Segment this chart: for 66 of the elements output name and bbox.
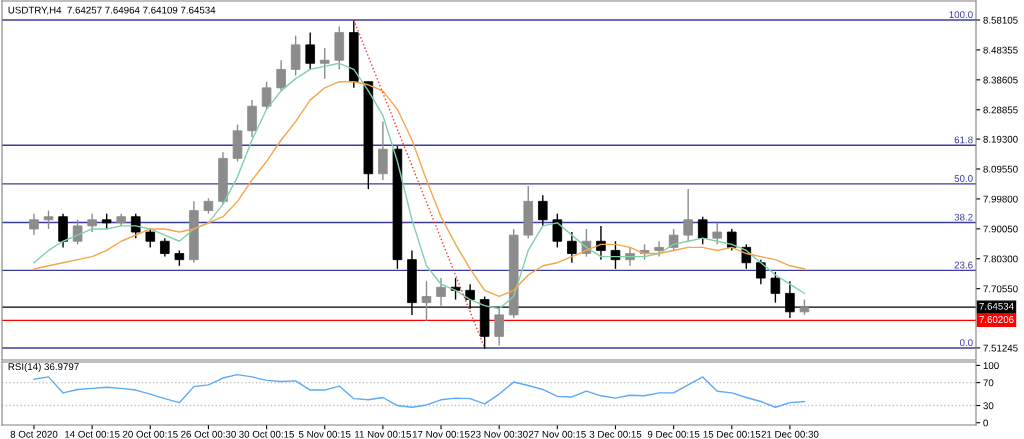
candlestick bbox=[567, 231, 577, 264]
annotation: 38.2 bbox=[954, 213, 973, 221]
x-tick-label: 14 Oct 00:15 bbox=[65, 430, 120, 438]
x-tick-label: 17 Nov 00:15 bbox=[412, 430, 470, 438]
y-tick-label: 8.09550 bbox=[983, 165, 1018, 173]
candlestick bbox=[770, 271, 781, 304]
y-tick-label: 7.90050 bbox=[983, 225, 1018, 233]
candlestick bbox=[712, 222, 723, 246]
candlestick bbox=[87, 212, 97, 233]
annotation: 0.0 bbox=[959, 339, 973, 347]
candlestick bbox=[72, 219, 83, 246]
annotation: 50.0 bbox=[954, 175, 973, 182]
x-tick-label: 8 Oct 2020 bbox=[10, 430, 58, 438]
candlestick bbox=[319, 47, 330, 80]
candlestick bbox=[145, 228, 156, 249]
y-tick-label: 8.48355 bbox=[983, 46, 1018, 54]
candlestick bbox=[683, 188, 693, 242]
candlestick bbox=[538, 194, 548, 227]
y-tick-label: 8.19300 bbox=[983, 135, 1018, 143]
x-tick-label: 26 Oct 00:30 bbox=[181, 430, 236, 438]
candlestick bbox=[43, 209, 54, 230]
candlestick bbox=[494, 308, 504, 347]
y-tick-label: 100 bbox=[983, 362, 999, 370]
chart-title: RSI(14) 36.9797 bbox=[8, 362, 79, 372]
x-tick-label: 27 Nov 00:15 bbox=[528, 430, 586, 438]
candlestick bbox=[261, 81, 272, 111]
y-tick-label: 7.99800 bbox=[983, 195, 1018, 203]
y-tick-label: 7.70550 bbox=[983, 285, 1018, 293]
x-tick-label: 23 Nov 00:30 bbox=[470, 430, 528, 438]
x-tick-label: 15 Dec 00:15 bbox=[703, 430, 761, 438]
candlestick bbox=[654, 240, 664, 258]
candlestick bbox=[130, 212, 141, 239]
ref-line-label: 7.64534 bbox=[979, 302, 1014, 310]
candlestick bbox=[697, 216, 708, 246]
candlestick bbox=[276, 59, 286, 92]
annotation: 23.6 bbox=[954, 261, 973, 269]
x-tick-label: 20 Oct 00:15 bbox=[122, 430, 178, 438]
y-tick-label: 8.38605 bbox=[983, 76, 1018, 84]
x-tick-label: 5 Nov 00:15 bbox=[298, 430, 351, 438]
candlestick bbox=[436, 277, 446, 307]
candlestick bbox=[756, 258, 766, 285]
candlestick bbox=[160, 237, 170, 258]
candlestick bbox=[29, 212, 39, 236]
line-series bbox=[33, 373, 806, 408]
y-tick-label: 7.51245 bbox=[983, 344, 1018, 352]
candlestick bbox=[610, 240, 621, 270]
y-tick-label: 7.80300 bbox=[983, 255, 1018, 263]
x-tick-label: 3 Dec 00:15 bbox=[589, 430, 642, 438]
y-tick-label: 30 bbox=[983, 402, 994, 410]
candlestick bbox=[596, 225, 606, 261]
x-tick-label: 9 Dec 00:15 bbox=[647, 430, 700, 438]
y-tick-label: 8.58105 bbox=[983, 16, 1018, 24]
y-tick-label: 8.28855 bbox=[983, 106, 1018, 114]
y-tick-label: 0 bbox=[983, 419, 988, 427]
annotation: 100.0 bbox=[949, 11, 973, 19]
annotation: 61.8 bbox=[954, 136, 973, 144]
candlestick bbox=[552, 212, 563, 249]
x-tick-label: 21 Dec 00:30 bbox=[761, 430, 819, 438]
candlestick bbox=[421, 280, 432, 322]
x-tick-label: 30 Oct 00:15 bbox=[239, 430, 295, 438]
y-tick-label: 70 bbox=[983, 379, 994, 387]
chart-title: USDTRY,H4 7.64257 7.64964 7.64109 7.64534 bbox=[8, 6, 216, 15]
ref-line-label: 7.60206 bbox=[979, 316, 1014, 324]
candlestick bbox=[625, 246, 635, 267]
candlestick bbox=[305, 31, 315, 71]
x-tick-label: 11 Nov 00:15 bbox=[355, 430, 412, 438]
